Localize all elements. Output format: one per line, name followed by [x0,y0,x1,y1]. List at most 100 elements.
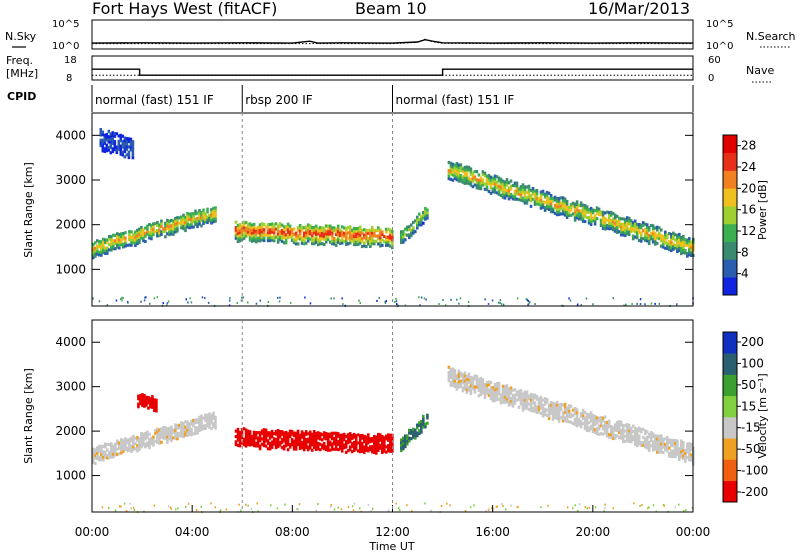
data-cell [106,456,109,460]
data-cell [276,229,280,233]
data-cell [186,431,189,435]
data-cell [589,419,593,423]
cpid-segment-label: normal (fast) 151 IF [396,93,515,107]
data-cell [111,147,115,151]
data-cell [619,436,623,440]
data-cell [547,191,551,195]
data-cell [471,384,475,388]
data-cell [408,236,411,240]
data-cell [304,440,308,444]
data-cell [113,140,117,144]
data-cell [150,234,153,238]
data-cell [186,212,189,216]
noise-cell [162,302,165,305]
data-cell [545,196,549,200]
data-cell [282,431,286,435]
data-cell [408,227,411,231]
colorbar-tick-label: 4 [741,267,749,281]
data-cell [633,224,637,228]
data-cell [391,230,394,234]
data-cell [155,398,158,402]
data-cell [132,440,135,444]
data-cell [495,392,499,396]
data-cell [270,235,274,239]
data-cell [414,431,417,435]
noise-cell [267,301,270,303]
data-cell [350,434,354,438]
data-cell [306,448,310,452]
data-cell [123,141,127,145]
data-cell [678,457,681,461]
data-cell [565,409,569,413]
data-cell [449,367,453,371]
data-cell [196,420,199,424]
data-cell [367,242,370,246]
data-cell [651,240,655,244]
data-cell [128,243,131,247]
data-cell [371,242,374,246]
data-cell [463,371,467,375]
data-cell [146,430,149,434]
data-cell [523,196,527,200]
data-cell [424,422,427,426]
data-cell [360,236,364,240]
data-cell [497,179,501,183]
data-cell [537,197,541,201]
noise-cell [663,504,665,507]
data-cell [607,213,611,217]
data-cell [164,221,167,225]
data-cell [571,408,575,412]
data-cell [141,403,144,407]
data-cell [503,392,507,396]
data-cell [290,430,294,434]
data-cell [162,436,165,440]
data-cell [507,181,511,185]
data-cell [639,231,643,235]
data-cell [567,205,571,209]
data-cell [375,239,378,243]
data-cell [535,411,539,415]
data-cell [629,229,633,233]
data-cell [282,439,286,443]
data-cell [360,245,364,249]
data-cell [529,398,533,402]
data-cell [611,429,615,433]
data-cell [338,441,342,445]
data-cell [579,419,583,423]
data-cell [198,421,201,425]
data-cell [593,428,597,432]
data-cell [463,387,467,391]
data-cell [531,409,535,413]
data-cell [258,239,262,243]
data-cell [567,412,571,416]
data-cell [389,439,392,443]
data-cell [537,402,541,406]
data-cell [664,233,667,237]
data-cell [202,416,205,420]
data-cell [531,189,535,193]
colorbar-tick-label: 100 [741,356,764,370]
data-cell [363,440,366,444]
data-cell [690,445,693,449]
data-cell [334,437,338,441]
data-cell [645,228,649,232]
data-cell [292,442,296,446]
data-cell [406,225,409,229]
data-cell [280,223,284,227]
data-cell [509,187,513,191]
data-cell [194,429,197,433]
data-cell [657,234,661,238]
data-cell [613,428,617,432]
data-cell [130,230,133,234]
data-cell [112,447,115,451]
data-cell [210,421,213,425]
data-cell [545,198,549,202]
data-cell [99,138,103,142]
data-cell [609,425,613,429]
data-cell [637,231,641,235]
data-cell [196,426,199,430]
data-cell [312,231,316,235]
data-cell [144,231,147,235]
data-cell [198,426,201,430]
